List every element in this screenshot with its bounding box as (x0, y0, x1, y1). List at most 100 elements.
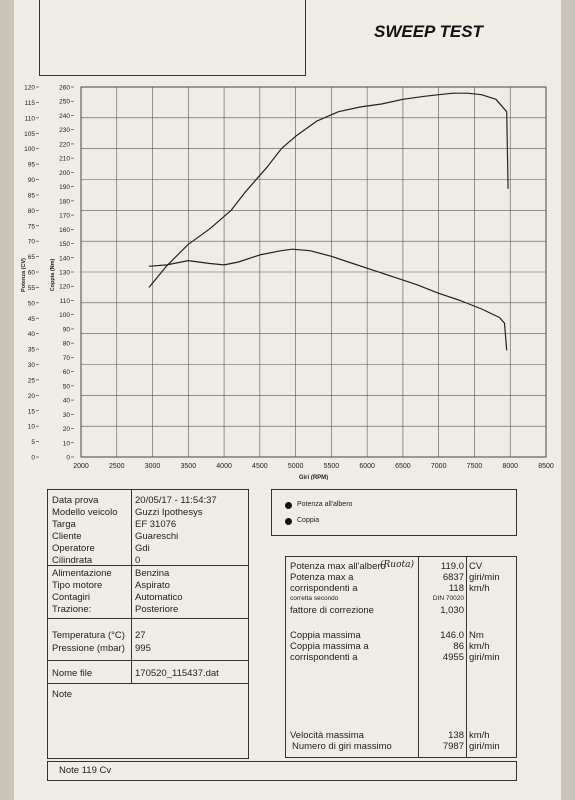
y-left-tick-label: 40 (28, 331, 36, 338)
label-pressione: Pressione (mbar) (52, 643, 125, 654)
y-left-tick-label: 90 (28, 177, 36, 184)
y-torque-tick-label: 220 (59, 141, 70, 148)
value-nome-file: 170520_115437.dat (135, 668, 219, 679)
value-corrispondenti2: 4955 (442, 652, 464, 663)
results-divider (418, 556, 419, 757)
y-torque-tick-label: 120 (59, 284, 70, 291)
x-tick-label: 7500 (467, 463, 483, 470)
y-left-tick-label: 70 (28, 239, 36, 246)
label-temperatura: Temperatura (°C) (52, 630, 125, 641)
value-corrispondenti: 118 (448, 583, 464, 594)
value-modello: Guzzi Ipothesys (135, 507, 203, 518)
unit-velocita: km/h (469, 730, 490, 741)
dyno-report-sheet: SWEEP TEST 2000 2500 3000 3500 4000 4500 5000 5… (14, 0, 561, 800)
x-tick-label: 2500 (109, 463, 125, 470)
y-torque-tick-label: 60 (63, 369, 71, 376)
y-left-tick-label: 65 (28, 254, 36, 261)
y-torque-axis-title: Coppia (Nm) (50, 258, 56, 291)
value-data-prova: 20/05/17 - 11:54:37 (135, 495, 217, 506)
unit-coppia-max-a: km/h (469, 641, 490, 652)
x-tick-label: 4500 (252, 463, 268, 470)
unit-corrispondenti: km/h (469, 583, 490, 594)
label-cilindrata: Cilindrata (52, 555, 93, 566)
legend (271, 489, 517, 536)
unit-pot-max: CV (469, 561, 483, 572)
y-torque-tick-label: 130 (59, 270, 70, 277)
y-left-tick-label: 5 (31, 439, 35, 446)
y-left-tick-label: 110 (25, 115, 36, 122)
x-axis-title: Giri (RPM) (299, 475, 328, 480)
value-coppia-max: 146.0 (440, 630, 464, 641)
label-corrispondenti: corrispondenti a (290, 583, 358, 594)
y-left-tick-label: 0 (31, 455, 35, 462)
label-corretta: corretta secondo (290, 595, 339, 602)
y-torque-tick-label: 40 (63, 398, 71, 405)
label-nome-file: Nome file (52, 668, 93, 679)
y-torque-tick-label: 150 (59, 241, 70, 248)
handwritten-ruota: (Ruota) (380, 560, 414, 570)
x-tick-label: 4000 (216, 463, 232, 470)
label-note: Note (52, 689, 73, 700)
y-torque-tick-label: 210 (59, 156, 70, 163)
y-torque-tick-label: 200 (59, 170, 70, 177)
value-fattore: 1,030 (440, 605, 464, 616)
footer-note: Note 119 Cv (59, 765, 112, 776)
y-torque-tick-label: 90 (63, 326, 71, 333)
value-cliente: Guareschi (135, 531, 179, 542)
x-tick-label: 8000 (502, 463, 518, 470)
value-tipo-motore: Aspirato (135, 580, 170, 591)
legend-marker-potenza (285, 502, 292, 509)
y-left-tick-label: 45 (28, 316, 36, 323)
results-table (285, 556, 517, 758)
y-left-tick-label: 55 (28, 285, 36, 292)
legend-label-coppia: Coppia (297, 517, 320, 524)
y-left-tick-label: 20 (28, 393, 36, 400)
value-temperatura: 27 (135, 630, 146, 641)
y-torque-tick-label: 180 (59, 198, 70, 205)
label-velocita: Velocità massima (290, 730, 364, 741)
value-pot-max-a: 6837 (442, 572, 464, 583)
y-left-tick-label: 120 (24, 85, 35, 92)
y-left-tick-label: 105 (24, 131, 35, 138)
y-torque-tick-label: 160 (59, 227, 70, 234)
torque-curve (148, 248, 508, 351)
value-alimentazione: Benzina (135, 568, 170, 579)
y-left-tick-label: 85 (28, 192, 36, 199)
y-left-tick-label: 25 (28, 377, 36, 384)
y-left-tick-label: 80 (28, 208, 36, 215)
label-operatore: Operatore (52, 543, 95, 554)
legend-marker-coppia (285, 518, 292, 525)
info-divider (131, 489, 132, 683)
sweep-chart: 2000 2500 3000 3500 4000 4500 5000 5500 6000 6500… (21, 85, 554, 481)
y-torque-tick-label: 140 (59, 255, 70, 262)
report-title: SWEEP TEST (374, 22, 483, 41)
label-data-prova: Data prova (52, 495, 99, 506)
x-tick-label: 6500 (395, 463, 411, 470)
x-tick-label: 2000 (73, 463, 89, 470)
y-left-tick-label: 10 (28, 424, 36, 431)
label-fattore: fattore di correzione (290, 605, 374, 616)
label-tipo-motore: Tipo motore (52, 580, 103, 591)
y-torque-tick-label: 240 (59, 113, 70, 120)
label-corrispondenti2: corrispondenti a (290, 652, 358, 663)
unit-giri-max: giri/min (469, 741, 500, 752)
x-tick-label: 7000 (431, 463, 447, 470)
y-left-tick-label: 60 (28, 270, 36, 277)
unit-coppia-max: Nm (469, 630, 484, 641)
x-tick-label: 5000 (288, 463, 304, 470)
info-table (47, 489, 249, 759)
value-pot-max: 119.0 (440, 561, 464, 572)
value-pressione: 995 (135, 643, 151, 654)
power-curve (148, 92, 509, 288)
value-cilindrata: 0 (135, 555, 141, 566)
y-torque-tick-label: 260 (59, 85, 70, 92)
label-trazione: Trazione: (52, 604, 92, 615)
x-tick-label: 6000 (359, 463, 375, 470)
unit-corrispondenti2: giri/min (469, 652, 500, 663)
y-left-tick-label: 50 (28, 300, 36, 307)
label-coppia-max: Coppia massima (290, 630, 361, 641)
y-torque-tick-label: 10 (63, 440, 71, 447)
label-cliente: Cliente (52, 531, 82, 542)
y-torque-tick-label: 110 (60, 298, 71, 305)
footer-note-box (47, 761, 517, 781)
